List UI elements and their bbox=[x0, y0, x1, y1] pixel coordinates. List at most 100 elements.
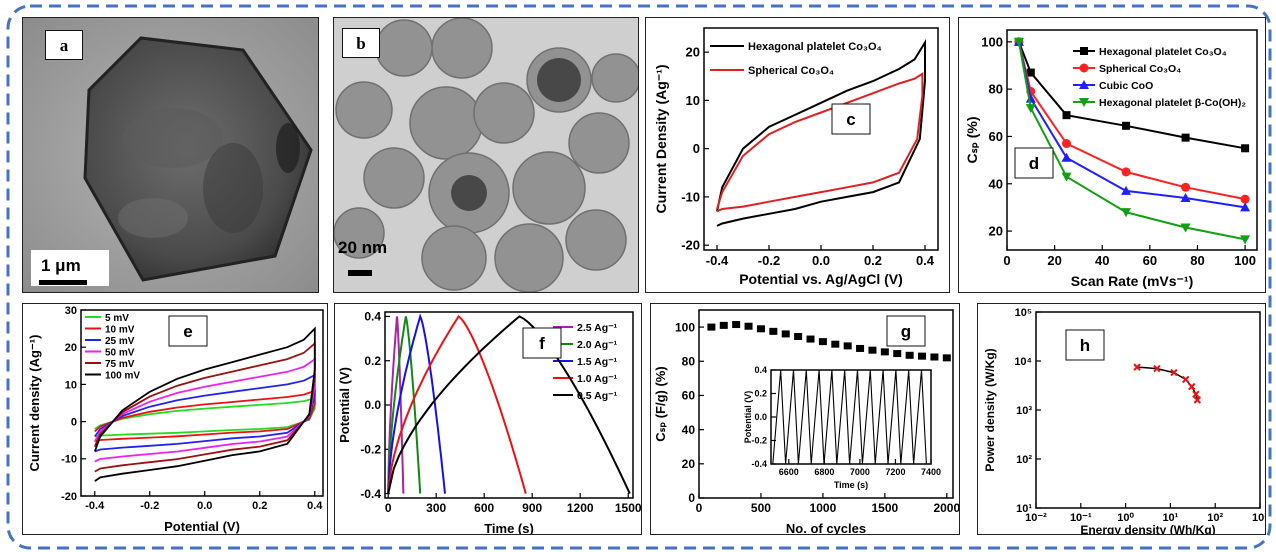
y-tick-label: -20 bbox=[61, 491, 77, 503]
x-tick-label: 7400 bbox=[921, 467, 941, 477]
y-tick-label: -0.2 bbox=[751, 436, 767, 446]
y-tick-label: 80 bbox=[989, 82, 1003, 97]
data-point bbox=[1182, 375, 1190, 384]
y-axis-label: Cₛₚ (F/g) (%) bbox=[653, 366, 668, 441]
data-point bbox=[1121, 208, 1132, 218]
x-tick-label: 10¹ bbox=[1162, 512, 1178, 524]
y-tick-label: -0.4 bbox=[751, 459, 767, 469]
y-tick-label: 0 bbox=[693, 141, 700, 156]
spherical-particles-image bbox=[334, 18, 638, 292]
x-tick-label: 10³ bbox=[1252, 512, 1266, 524]
data-point bbox=[856, 344, 865, 352]
data-point bbox=[732, 321, 741, 329]
x-tick-label: 10² bbox=[1207, 512, 1223, 524]
data-point bbox=[794, 332, 803, 340]
data-point bbox=[942, 354, 951, 362]
data-point bbox=[1122, 121, 1131, 130]
x-tick-label: 900 bbox=[522, 501, 542, 515]
data-point bbox=[1180, 223, 1191, 233]
y-tick-label: 0 bbox=[688, 491, 695, 505]
x-tick-label: -0.4 bbox=[85, 500, 105, 512]
panel-label: h bbox=[1080, 336, 1090, 355]
plot-area-frame bbox=[1006, 29, 1258, 251]
x-tick-label: 6800 bbox=[814, 467, 834, 477]
x-tick-label: 10⁻¹ bbox=[1070, 512, 1092, 524]
data-point bbox=[1180, 192, 1191, 202]
data-point bbox=[831, 340, 840, 348]
panel-label-box bbox=[886, 315, 926, 347]
panel-a-scale-text: 1 μm bbox=[41, 256, 81, 275]
legend-label: 1.0 Ag⁻¹ bbox=[577, 373, 618, 385]
y-tick-label: -0.2 bbox=[360, 442, 381, 456]
x-tick-label: 0.0 bbox=[197, 500, 212, 512]
legend-label: 2.0 Ag⁻¹ bbox=[577, 339, 618, 351]
legend-label: 0.5 Ag⁻¹ bbox=[577, 390, 618, 402]
y-tick-label: 100 bbox=[981, 34, 1003, 49]
y-axis-label: Current Density (Ag⁻¹) bbox=[653, 65, 669, 214]
data-point bbox=[918, 352, 927, 360]
x-tick-label: 0 bbox=[696, 501, 703, 515]
panel-label: e bbox=[183, 322, 192, 341]
inset-series-line bbox=[772, 369, 927, 465]
panel-label: f bbox=[539, 334, 545, 353]
legend-label: 75 mV bbox=[105, 359, 135, 370]
x-tick-label: 0.2 bbox=[252, 500, 267, 512]
x-tick-label: 600 bbox=[474, 501, 494, 515]
x-tick-label: -0.4 bbox=[706, 253, 729, 268]
y-axis-label: Current density (Ag⁻¹) bbox=[27, 335, 42, 472]
y-tick-label: 10² bbox=[1016, 454, 1032, 466]
x-tick-label: 1500 bbox=[872, 501, 899, 515]
panel-a-tem-image: a 1 μm bbox=[22, 17, 319, 293]
panel-f-gcd-chart: 0 300 600 900 1200 1500 -0.4 -0.2 0.0 0.2 0.4 Time … bbox=[334, 303, 642, 535]
data-point bbox=[806, 335, 815, 343]
data-point bbox=[1061, 172, 1072, 182]
series-line bbox=[387, 316, 422, 494]
data-point bbox=[880, 348, 889, 356]
series-line bbox=[716, 71, 924, 213]
legend-label: 5 mV bbox=[105, 313, 129, 324]
y-tick-label: 100 bbox=[675, 320, 695, 334]
legend-label: Cubic CoO bbox=[1099, 80, 1153, 92]
data-point bbox=[1240, 194, 1250, 204]
legend-label: 50 mV bbox=[105, 348, 135, 359]
panel-label: c bbox=[846, 110, 855, 129]
data-point bbox=[930, 353, 939, 361]
data-point bbox=[1241, 144, 1250, 153]
y-tick-label: 10¹ bbox=[1016, 503, 1032, 515]
x-tick-label: 0.2 bbox=[864, 253, 882, 268]
y-tick-label: 30 bbox=[65, 305, 77, 317]
x-tick-label: 2000 bbox=[933, 501, 960, 515]
data-point bbox=[1079, 80, 1089, 89]
x-axis-label: Scan Rate (mVs⁻¹) bbox=[1071, 273, 1194, 289]
x-tick-label: 500 bbox=[751, 501, 771, 515]
y-tick-label: 20 bbox=[682, 457, 696, 471]
x-axis-label: Potential vs. Ag/AgCl (V) bbox=[739, 271, 903, 287]
y-tick-label: -20 bbox=[681, 238, 700, 253]
y-tick-label: 40 bbox=[989, 176, 1003, 191]
y-tick-label: 10⁴ bbox=[1014, 356, 1032, 368]
legend-label: Hexagonal platelet Co₃O₄ bbox=[748, 41, 882, 53]
x-tick-label: 10⁻² bbox=[1025, 512, 1047, 524]
data-point bbox=[719, 321, 728, 329]
y-tick-label: 0.2 bbox=[754, 389, 767, 399]
panel-label: d bbox=[1029, 154, 1039, 173]
y-tick-label: 0 bbox=[71, 416, 77, 428]
data-point bbox=[1133, 363, 1141, 371]
data-point bbox=[1181, 182, 1191, 192]
plot-area-frame bbox=[703, 27, 939, 251]
panel-h-ragone-chart: 10⁻² 10⁻¹ 10⁰ 10¹ 10² 10³ 10¹ 10² 10³ 10⁴ 10⁵ Energ… bbox=[977, 303, 1266, 535]
x-axis-label: Time (s) bbox=[484, 521, 534, 535]
y-tick-label: 40 bbox=[682, 423, 696, 437]
panel-label-box bbox=[1065, 329, 1105, 361]
y-tick-label: 20 bbox=[989, 224, 1003, 239]
x-tick-label: 7000 bbox=[850, 467, 870, 477]
data-point bbox=[1192, 390, 1200, 398]
data-point bbox=[1240, 235, 1251, 245]
data-point bbox=[707, 323, 716, 331]
x-tick-label: 7200 bbox=[885, 467, 905, 477]
panel-c-cv-chart: -0.4 -0.2 0.0 0.2 0.4 -20 -10 0 10 20 Potential vs… bbox=[645, 17, 950, 293]
inset-background bbox=[735, 364, 943, 492]
x-axis-label: Time (s) bbox=[834, 480, 868, 490]
y-tick-label: 20 bbox=[65, 342, 77, 354]
